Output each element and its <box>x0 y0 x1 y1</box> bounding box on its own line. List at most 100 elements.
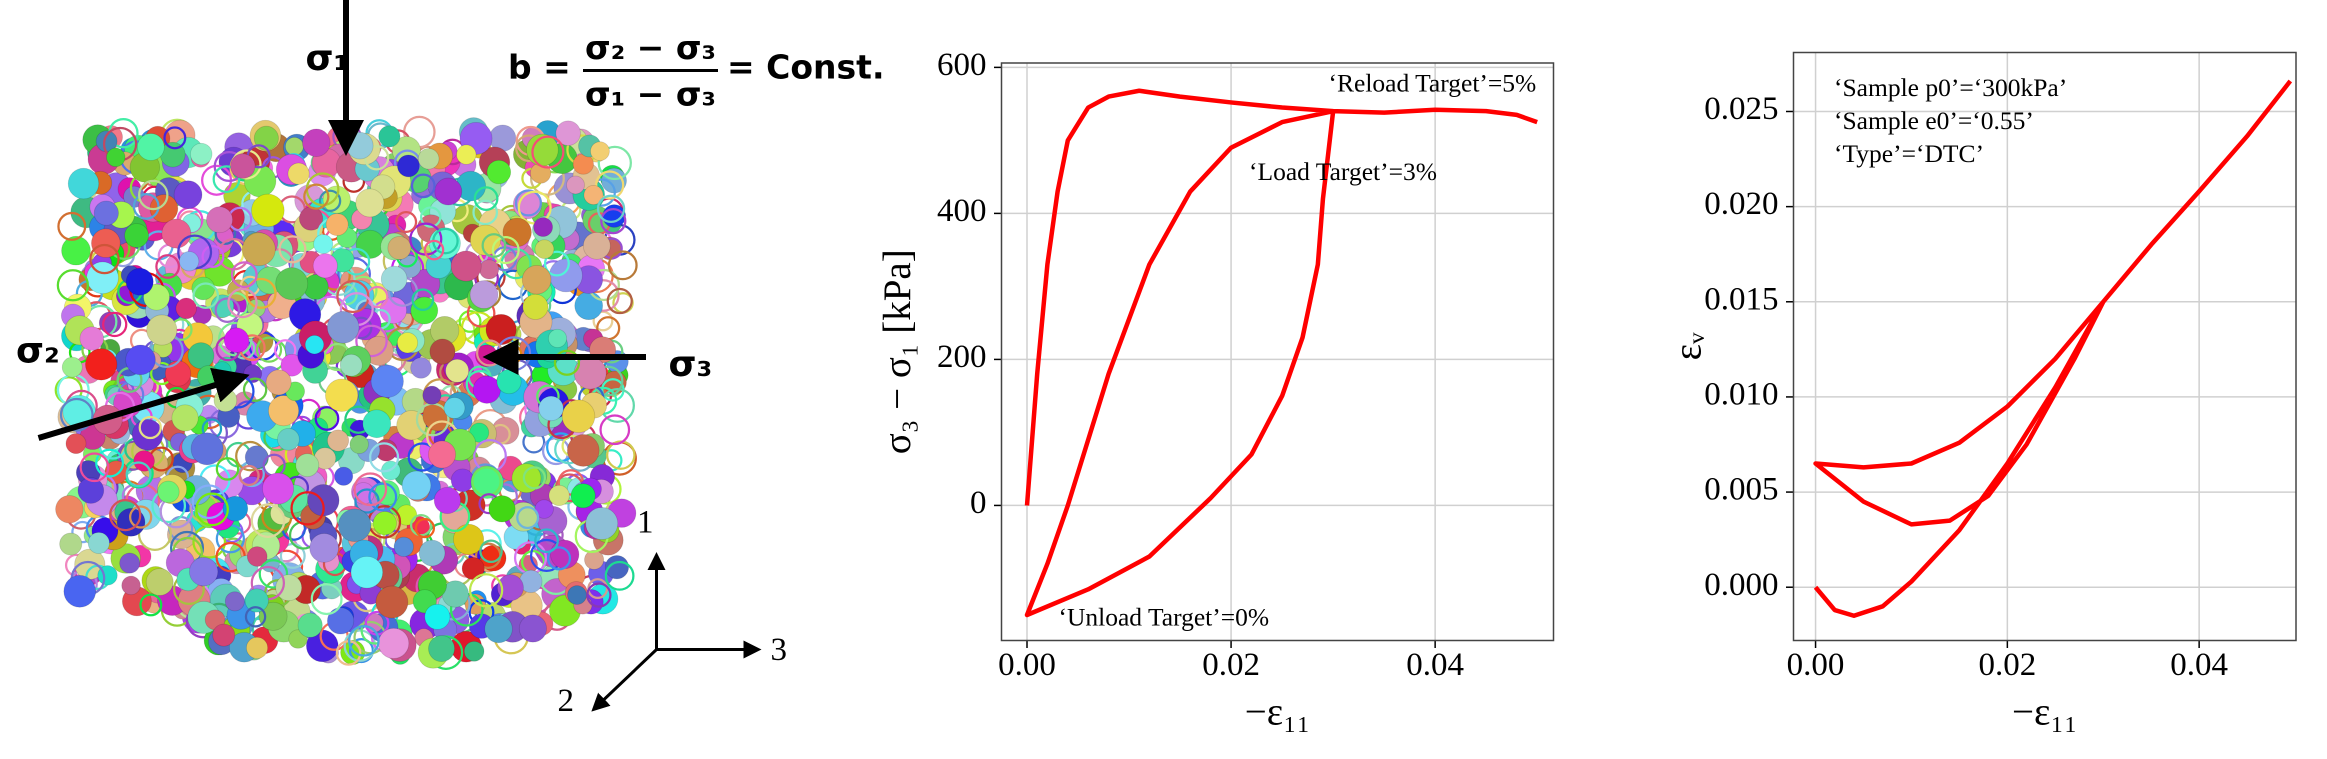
particle <box>214 297 241 324</box>
particle <box>380 265 408 293</box>
particle <box>484 614 513 644</box>
particle <box>355 229 385 259</box>
particle <box>461 557 485 580</box>
particle <box>607 250 638 281</box>
particle <box>125 461 152 488</box>
particle <box>599 414 631 446</box>
particle <box>157 480 180 504</box>
particle <box>472 375 501 404</box>
particle <box>600 207 627 235</box>
particle <box>61 235 91 266</box>
annotation: ‘Type’=‘DTC’ <box>1834 139 1984 168</box>
particle <box>584 549 605 570</box>
particle <box>597 145 632 181</box>
annotation: ‘Unload Target’=0% <box>1059 602 1270 631</box>
particle <box>290 491 325 526</box>
particle <box>350 555 384 589</box>
y-tick-label: 0 <box>970 485 987 521</box>
particle <box>346 131 374 160</box>
particle <box>89 243 120 275</box>
particle <box>310 583 343 616</box>
particle <box>230 153 256 179</box>
particle <box>171 404 199 432</box>
particle <box>307 484 340 517</box>
particle <box>458 309 482 333</box>
particle <box>287 162 310 185</box>
particle <box>295 453 320 478</box>
particle <box>175 297 197 320</box>
particle <box>445 358 470 383</box>
particle <box>496 369 522 395</box>
particle <box>164 360 192 387</box>
particle <box>138 415 162 440</box>
particle <box>348 638 374 664</box>
x-axis-label: −ε₁₁ <box>1245 690 1311 733</box>
particle <box>285 137 304 156</box>
annotation: ‘Sample e0’=‘0.55’ <box>1834 106 2034 135</box>
particle <box>422 385 442 405</box>
particle <box>326 311 360 344</box>
particle <box>479 539 503 564</box>
particle <box>355 324 388 358</box>
particle <box>596 194 626 223</box>
particle <box>173 180 203 210</box>
particle <box>302 128 331 157</box>
particle <box>417 148 440 170</box>
y-tick-label: 0.020 <box>1704 186 1778 222</box>
particle <box>424 603 451 630</box>
particle <box>65 433 87 454</box>
particle <box>496 574 524 602</box>
particle <box>223 327 250 353</box>
particle <box>334 466 354 486</box>
x-tick-label: 0.00 <box>998 647 1056 683</box>
particle <box>410 357 432 379</box>
particle <box>77 477 105 504</box>
particle <box>368 482 398 512</box>
formula-rhs: = Const. <box>727 48 884 87</box>
particle <box>106 147 126 168</box>
particle <box>313 234 334 255</box>
particle <box>163 126 187 150</box>
particle <box>511 463 542 494</box>
particle <box>362 409 392 439</box>
particle <box>516 506 540 530</box>
data-line <box>1813 79 2293 618</box>
particle <box>531 135 565 169</box>
particle <box>250 503 286 538</box>
particle <box>567 434 600 467</box>
particle <box>206 206 233 234</box>
particle <box>87 531 110 555</box>
particle <box>227 287 258 319</box>
particle <box>224 591 245 612</box>
particle <box>268 395 300 427</box>
particle <box>102 311 128 338</box>
particle <box>606 287 633 315</box>
particle <box>546 546 572 571</box>
y-tick-label: 0.010 <box>1704 377 1778 413</box>
particle <box>434 177 463 206</box>
particle <box>574 291 604 321</box>
particle <box>469 280 499 309</box>
particle <box>59 397 94 432</box>
particle <box>187 342 215 370</box>
particle <box>215 457 240 481</box>
stress-label: σ₂ <box>16 331 60 372</box>
particle <box>244 606 267 628</box>
axis-label: 3 <box>771 632 788 668</box>
particle <box>427 440 457 469</box>
particle <box>538 395 564 422</box>
particle <box>595 170 625 200</box>
formula-denominator: σ₁ − σ₃ <box>585 75 716 114</box>
particle <box>212 165 241 193</box>
particle <box>468 573 504 608</box>
particle <box>125 344 156 376</box>
particle <box>410 173 436 199</box>
particle <box>244 588 269 613</box>
particle <box>534 239 555 259</box>
particle <box>325 378 359 412</box>
particle <box>354 488 380 514</box>
particle <box>327 429 350 452</box>
particle <box>132 192 160 220</box>
particle <box>522 293 549 320</box>
particle <box>548 484 570 507</box>
